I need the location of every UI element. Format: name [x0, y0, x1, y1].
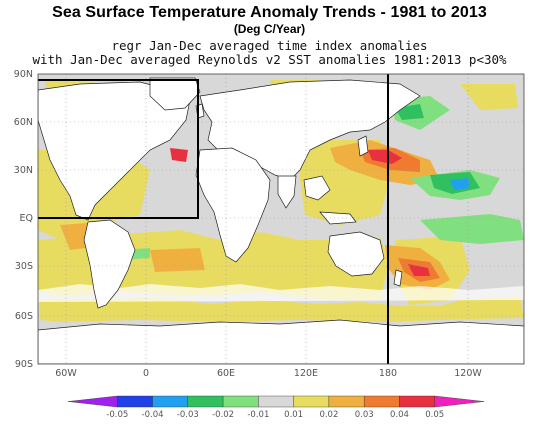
colorbar-swatch — [222, 395, 259, 408]
colorbar-tick-label: -0.01 — [247, 410, 269, 420]
colorbar-swatch — [434, 395, 485, 408]
colorbar-tick-label: -0.04 — [142, 410, 164, 420]
colorbar-swatch — [152, 395, 189, 408]
map-units: (Deg C/Year) — [233, 22, 306, 36]
trend-fill-white-patches — [38, 284, 524, 302]
map-subtitle-2: with Jan-Dec averaged Reynolds v2 SST an… — [32, 52, 507, 67]
colorbar-swatch — [117, 395, 153, 408]
map-subtitle-1: regr Jan-Dec averaged time index anomali… — [111, 38, 428, 53]
colorbar-swatch — [399, 395, 435, 408]
colorbar-tick-label: 0.05 — [425, 410, 444, 420]
lat-axis: 90N 60N 30N EQ 30S 60S 90S — [14, 69, 33, 370]
colorbar-swatch — [363, 395, 400, 408]
colorbar-tick-label: 0.01 — [284, 410, 303, 420]
colorbar-swatch — [258, 395, 294, 408]
colorbar-tick-label: -0.03 — [177, 410, 199, 420]
lat-tick-eq: EQ — [20, 213, 33, 224]
continents — [38, 77, 524, 364]
colorbar-tick-label: -0.05 — [106, 410, 128, 420]
map-title: Sea Surface Temperature Anomaly Trends -… — [52, 4, 487, 21]
lat-tick-60n: 60N — [14, 117, 33, 128]
colorbar-swatch — [187, 395, 224, 408]
lat-tick-60s: 60S — [15, 311, 33, 322]
lat-tick-30n: 30N — [14, 165, 33, 176]
map-frame — [37, 73, 525, 365]
lat-tick-30s: 30S — [15, 261, 33, 272]
lon-tick-120w: 120W — [454, 368, 482, 379]
map-plot-area — [38, 74, 524, 364]
colorbar-tick-label: 0.03 — [355, 410, 374, 420]
lat-tick-90s: 90S — [15, 359, 33, 370]
colorbar-tick-label: -0.02 — [212, 410, 234, 420]
colorbar-swatch — [67, 395, 118, 408]
north-atlantic-box — [38, 79, 199, 219]
colorbar-tick-label: 0.04 — [390, 410, 409, 420]
lon-tick-60e: 60E — [217, 368, 235, 379]
overlay-lines — [38, 74, 389, 364]
colorbar: -0.05 -0.04 -0.03 -0.02 -0.01 0.01 0.02 0.03 0.0… — [67, 395, 485, 420]
colorbar-tick-label: 0.02 — [319, 410, 338, 420]
colorbar-swatch — [293, 395, 330, 408]
lon-tick-0: 0 — [143, 368, 149, 379]
lon-tick-60w: 60W — [55, 368, 77, 379]
lon-axis: 60W 0 60E 120E 180 120W — [55, 368, 482, 379]
lon-tick-180: 180 — [379, 368, 397, 379]
lat-tick-90n: 90N — [14, 69, 33, 80]
colorbar-swatch — [328, 395, 365, 408]
lon-tick-120e: 120E — [294, 368, 318, 379]
